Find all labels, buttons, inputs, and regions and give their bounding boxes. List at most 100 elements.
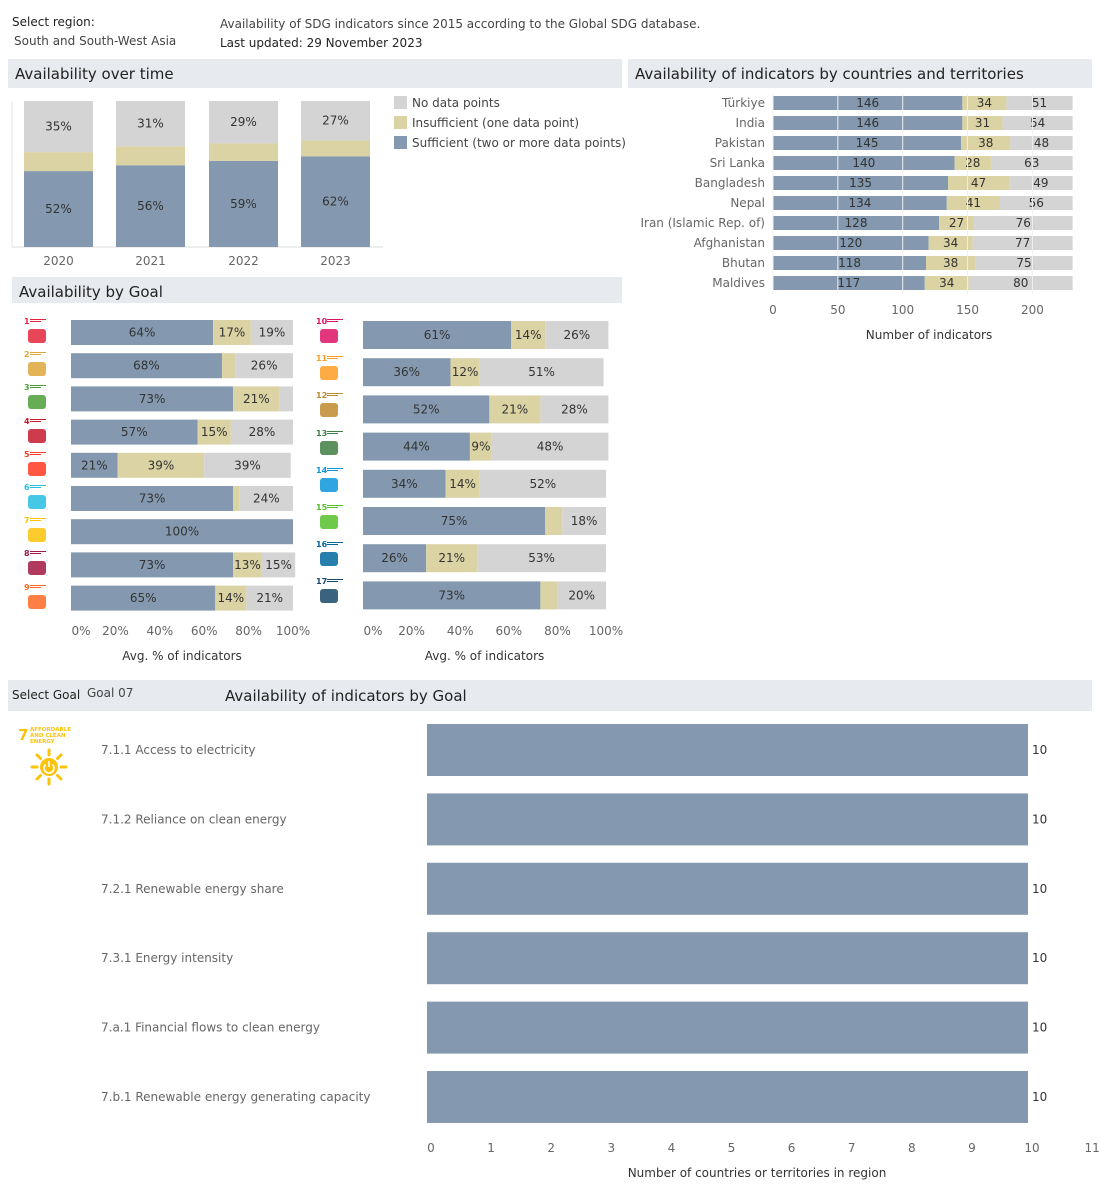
indicator-value-label: 10: [1032, 882, 1047, 896]
goal-bar-label: 15%: [201, 425, 228, 439]
country-bar-segment: [773, 196, 947, 210]
gender-equality-icon: 5: [24, 450, 56, 482]
goal-x-tick: 60%: [191, 624, 218, 638]
goal-bar-label: 75%: [441, 514, 468, 528]
country-bar-segment: [926, 256, 976, 270]
goal-bar-label: 12%: [452, 365, 479, 379]
goal-bar-label: 15%: [265, 558, 292, 572]
goal-detail-title: Availability of indicators by Goal: [225, 687, 467, 705]
country-bar-label: 41: [966, 196, 981, 210]
partnerships-icon: 17: [316, 577, 348, 609]
goal-x-tick: 40%: [447, 624, 474, 638]
country-bar-segment: [773, 216, 940, 230]
goal-bar-segment: [545, 321, 609, 349]
indicator-value-label: 10: [1032, 1090, 1047, 1104]
goal-bar-label: 73%: [139, 492, 166, 506]
quality-education-icon: 4: [24, 417, 56, 449]
country-bar-segment: [773, 116, 963, 130]
goal-bar-label: 21%: [438, 551, 465, 565]
over-time-bar-segment: [301, 140, 370, 157]
by-goal-header-band: [12, 277, 622, 303]
goal-bar-segment: [230, 419, 293, 445]
goal-bar-segment: [235, 353, 293, 379]
country-bar-label: 27: [949, 216, 964, 230]
goal-bar-segment: [71, 519, 293, 545]
goal-detail-x-tick: 9: [968, 1141, 976, 1155]
country-bar-label: 63: [1024, 156, 1039, 170]
goal-bar-label: 34%: [391, 477, 418, 491]
goal-x-axis-title: Avg. % of indicators: [122, 649, 242, 663]
clean-energy-icon: 7: [24, 516, 56, 548]
country-bar-label: 80: [1013, 276, 1028, 290]
goal-bar-label: 26%: [564, 328, 591, 342]
over-time-bar-segment: [301, 101, 370, 141]
goal-bar-label: 73%: [139, 558, 166, 572]
clean-energy-icon: [30, 748, 68, 786]
country-bar-segment: [961, 136, 1011, 150]
goal-bar-segment: [363, 432, 470, 461]
peace-justice-icon: 16: [316, 540, 348, 572]
legend-swatch-no-data: [394, 96, 407, 109]
sustainable-cities-icon: 11: [316, 354, 348, 386]
goal-bar-label: 26%: [251, 359, 278, 373]
country-bar-segment: [773, 256, 927, 270]
goal-detail-header-band: [8, 680, 1092, 711]
by-country-chart: Türkiye 146 34 51 India 146 31 54 Pakistan 145 38 4…: [640, 94, 1073, 342]
goal-selector[interactable]: Goal 07: [87, 686, 134, 700]
goal-bar-segment: [426, 544, 478, 573]
goal-bar-segment: [491, 432, 609, 461]
last-updated-value: 29 November 2023: [306, 36, 423, 50]
goal-detail-x-tick: 4: [668, 1141, 676, 1155]
life-below-water-icon: 14: [316, 466, 348, 498]
over-time-chart: 52% 35% 2020 56% 31% 2021 59% 29% 2022 62% 27% 2023: [11, 101, 383, 268]
region-selector[interactable]: South and South-West Asia: [14, 34, 177, 48]
goal-bar-label: 24%: [253, 492, 280, 506]
country-bar-segment: [773, 176, 949, 190]
responsible-consumption-icon: 12: [316, 391, 348, 423]
industry-icon: 9: [24, 583, 56, 615]
country-bar-label: 34: [943, 236, 958, 250]
country-bar-segment: [928, 236, 973, 250]
over-time-bar-label: 62%: [322, 195, 349, 209]
country-bar-segment: [773, 136, 962, 150]
country-bar-segment: [999, 196, 1073, 210]
goal-bar-label: 28%: [249, 425, 276, 439]
goal-x-axis-title: Avg. % of indicators: [425, 649, 545, 663]
goal-bar-segment: [489, 395, 541, 424]
goal-detail-x-tick: 6: [788, 1141, 796, 1155]
legend-swatch-insufficient: [394, 116, 407, 129]
select-goal-label: Select Goal: [12, 688, 81, 702]
country-bar-label: 56: [1029, 196, 1044, 210]
goal-bar-segment: [233, 386, 280, 412]
country-bar-label: 120: [839, 236, 862, 250]
goal-bar-segment: [540, 395, 609, 424]
country-bar-segment: [773, 96, 963, 110]
goal-bar-label: 18%: [571, 514, 598, 528]
country-bar-label: 76: [1016, 216, 1031, 230]
goal-bar-label: 39%: [234, 458, 261, 472]
goal-bar-segment: [450, 358, 480, 387]
indicator-bar: [427, 724, 1028, 776]
goal-bar-label: 19%: [259, 326, 286, 340]
country-bar-label: 77: [1015, 236, 1030, 250]
over-time-bar-segment: [24, 101, 93, 153]
indicator-value-label: 10: [1032, 812, 1047, 826]
indicator-label: 7.2.1 Renewable energy share: [101, 882, 284, 896]
over-time-year-label: 2021: [135, 254, 166, 268]
country-bar-segment: [990, 156, 1073, 170]
over-time-year-label: 2020: [43, 254, 74, 268]
no-poverty-icon: 1: [24, 317, 56, 349]
indicator-label: 7.1.1 Access to electricity: [101, 743, 256, 757]
over-time-title: Availability over time: [15, 65, 174, 83]
goal-bar-segment: [279, 386, 293, 412]
over-time-bar-label: 29%: [230, 115, 257, 129]
country-bar-label: 48: [1034, 136, 1049, 150]
goal-x-tick: 0%: [363, 624, 382, 638]
country-label: Maldives: [712, 276, 765, 290]
goal-bar-label: 21%: [502, 402, 529, 416]
country-bar-label: 38: [943, 256, 958, 270]
indicator-bar: [427, 1071, 1028, 1123]
goal-bar-segment: [233, 486, 240, 511]
country-bar-label: 34: [939, 276, 954, 290]
indicator-bar: [427, 862, 1028, 915]
